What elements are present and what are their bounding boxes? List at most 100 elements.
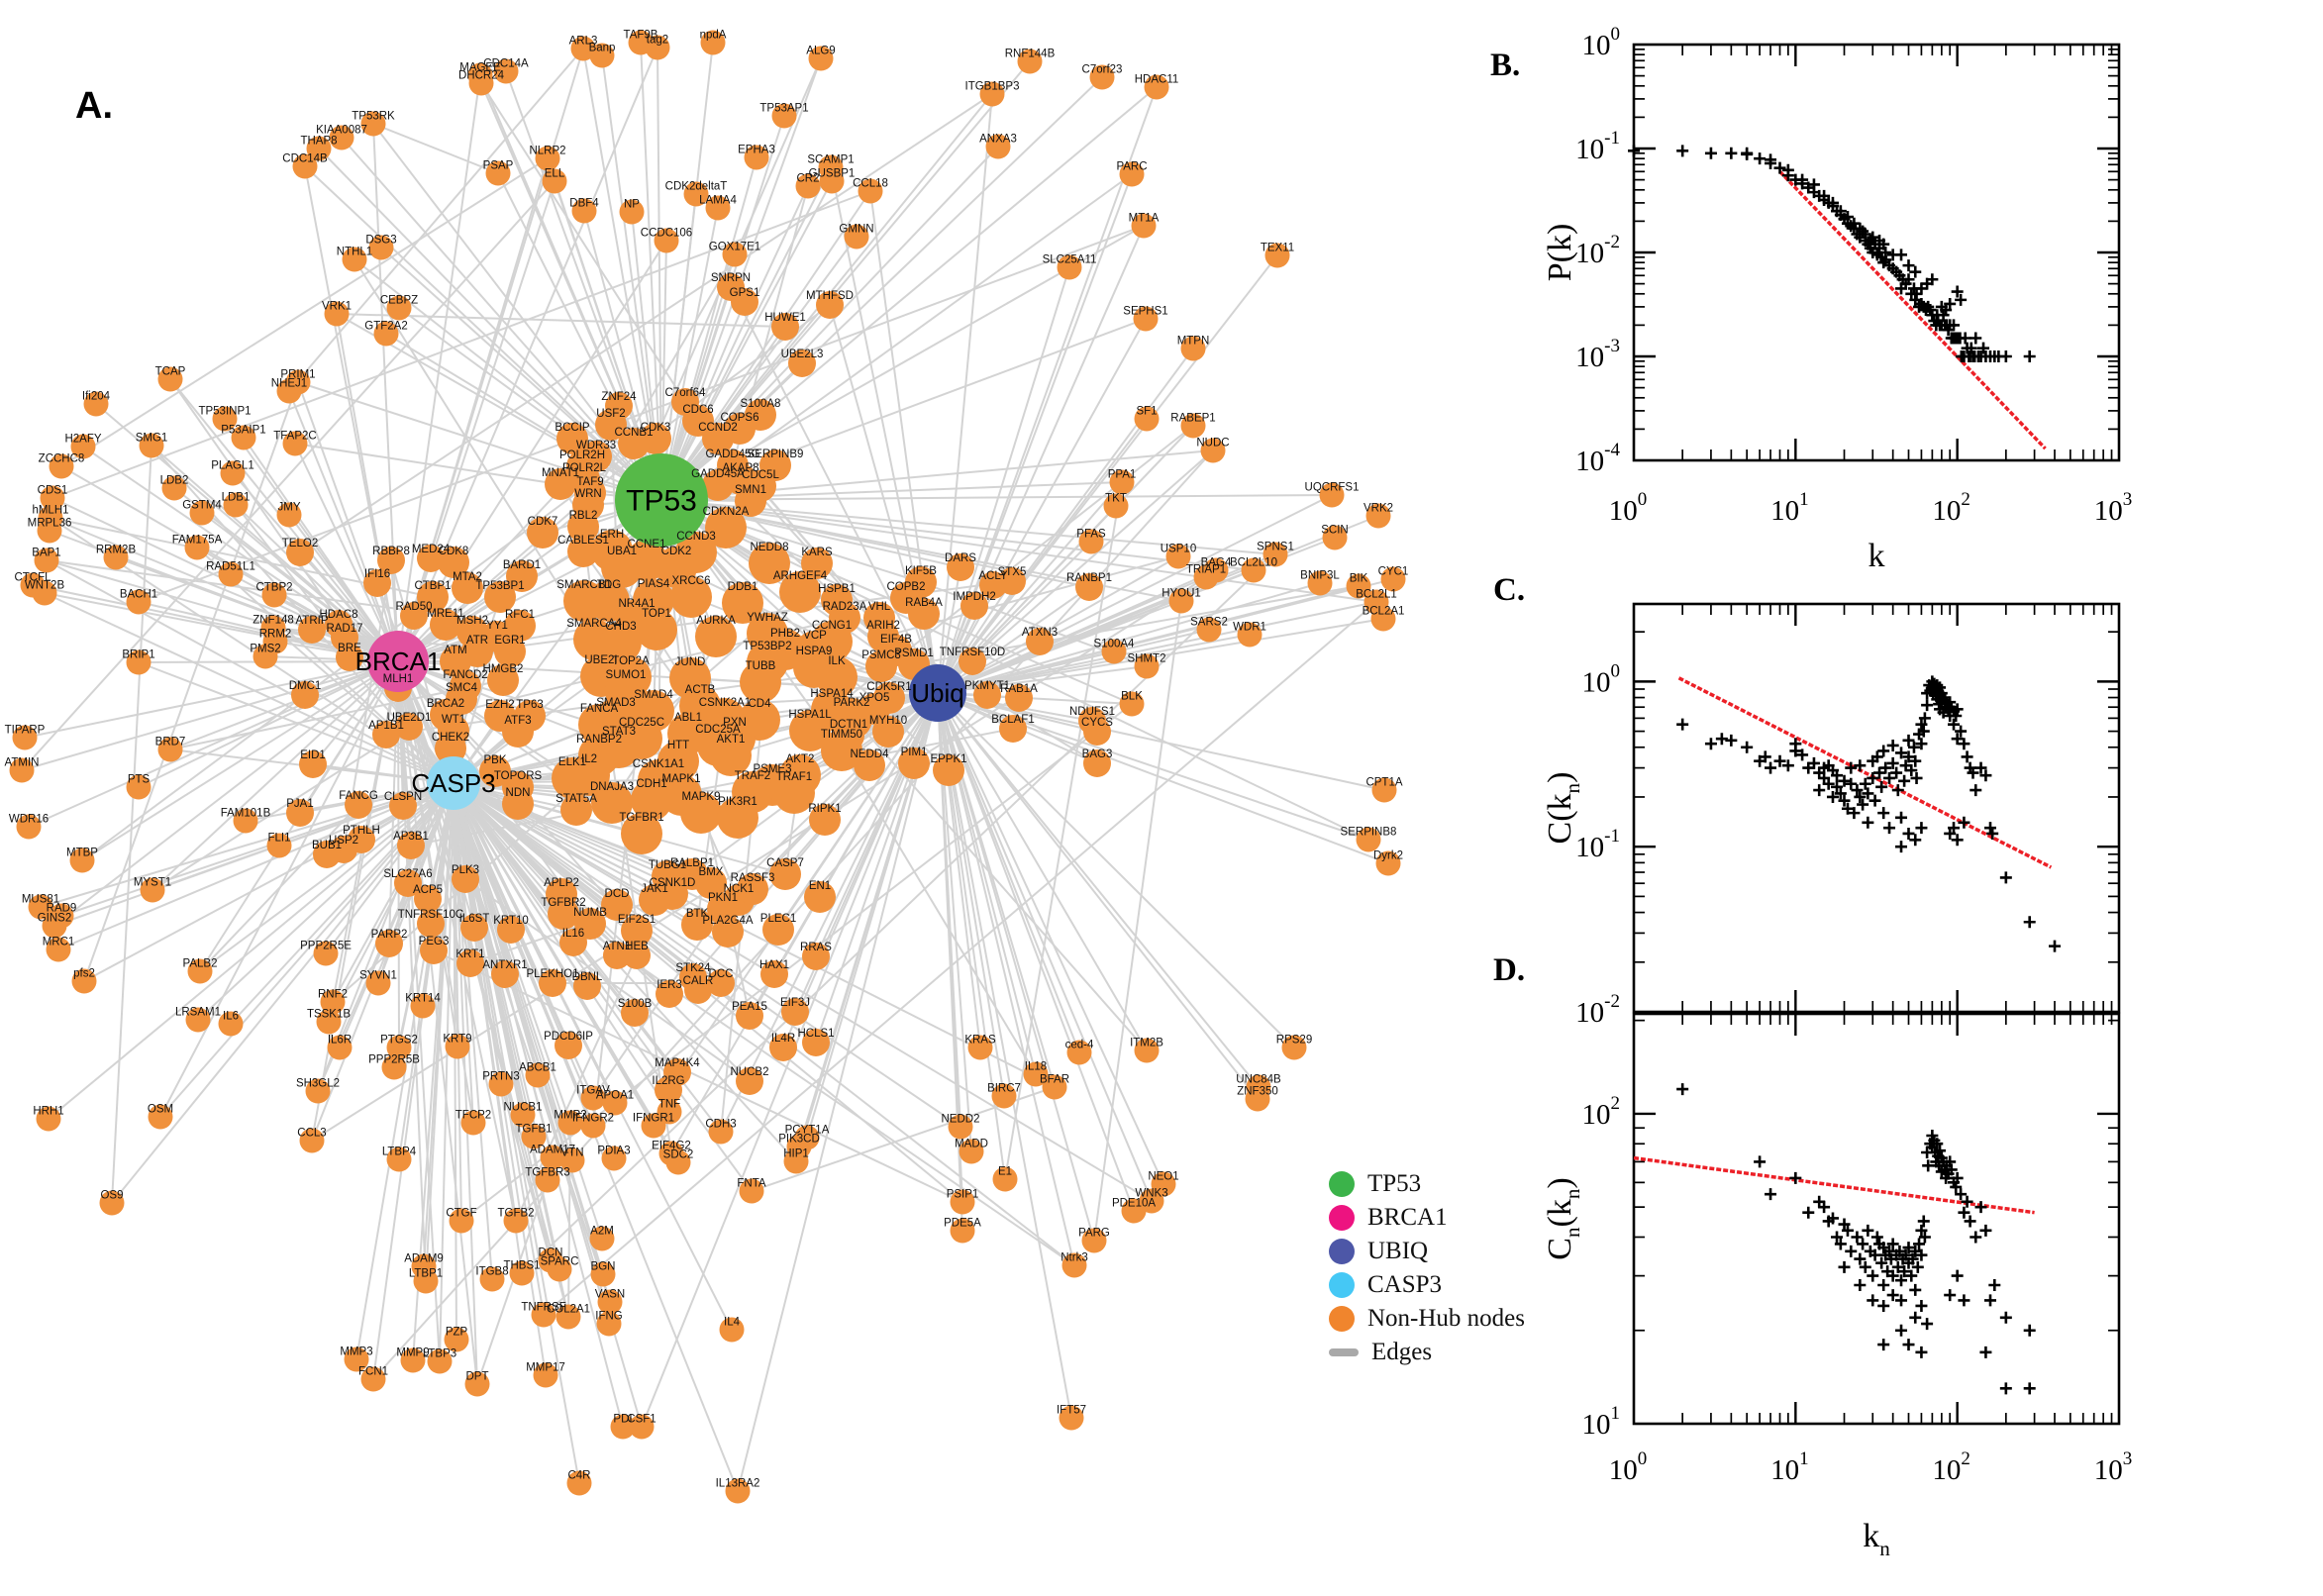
network-node-label: TFAP2C	[273, 431, 316, 443]
network-node	[960, 592, 988, 620]
network-node	[948, 1114, 973, 1140]
network-node-label: CYCS	[1081, 717, 1113, 729]
network-node-label: C7orf23	[1082, 64, 1123, 76]
network-node-label: ALG9	[806, 46, 835, 57]
network-node-label: BARD1	[503, 559, 541, 571]
network-node	[556, 423, 588, 454]
network-node	[479, 755, 511, 787]
network-node-label: PIK3CD	[778, 1134, 820, 1146]
network-node-label: HSPB1	[818, 583, 856, 595]
network-node-label: CABLES1	[557, 535, 609, 547]
network-node	[783, 1148, 809, 1174]
node-swatch-icon	[1329, 1205, 1355, 1231]
network-node	[618, 428, 650, 459]
network-node	[1144, 74, 1169, 100]
network-node-label: RANBP1	[1066, 572, 1112, 584]
network-node	[566, 1470, 592, 1496]
network-node	[28, 894, 53, 920]
network-node-label: MT1A	[1129, 213, 1160, 225]
network-node	[1165, 544, 1191, 569]
tick-label: 103	[2094, 1448, 2133, 1486]
network-node	[1134, 653, 1160, 679]
network-node	[736, 1067, 763, 1095]
tick-label: 100	[1609, 489, 1648, 527]
network-node	[184, 535, 210, 560]
network-node-label: CR2	[796, 173, 819, 185]
network-node	[400, 1347, 426, 1373]
network-node-label: HRH1	[33, 1106, 63, 1118]
network-node-label: CDH1	[636, 778, 666, 790]
network-node	[1264, 243, 1290, 268]
network-node-label: POLR2L	[562, 462, 607, 474]
network-node-label: SH3GL2	[296, 1078, 340, 1090]
network-node-label: SPARC	[541, 1256, 579, 1268]
network-node-label: ATR	[466, 635, 488, 647]
network-node-label: LDB2	[160, 475, 189, 487]
network-node-label: P53AIP1	[221, 425, 265, 437]
network-node-label: CYC1	[1378, 566, 1409, 578]
network-node	[821, 730, 862, 771]
network-node	[950, 1218, 975, 1244]
network-node-label: SMARCA4	[566, 618, 622, 630]
network-node-label: TSSK1B	[307, 1009, 351, 1021]
network-node-label: PDIA3	[597, 1146, 630, 1157]
network-node-label: MTA2	[453, 571, 482, 583]
network-node	[414, 885, 442, 913]
network-node	[313, 941, 339, 966]
network-node	[298, 616, 326, 644]
network-node-label: OSM	[148, 1104, 173, 1116]
network-node-label: DDB1	[728, 581, 758, 593]
network-node	[34, 548, 59, 573]
network-node	[70, 434, 96, 459]
network-node-label: KRT9	[443, 1034, 471, 1046]
network-node-label: ATM	[444, 645, 466, 656]
network-node	[1075, 573, 1103, 601]
tick-label: 102	[1932, 489, 1970, 527]
network-node	[1101, 639, 1127, 664]
network-node	[373, 321, 399, 347]
network-node-label: GADD45A	[691, 468, 745, 480]
network-node-label: PLEKHO1	[526, 968, 578, 980]
network-node	[360, 1366, 386, 1392]
network-node-label: PEA15	[732, 1001, 767, 1013]
network-node	[865, 650, 897, 682]
network-node-label: TFCP2	[455, 1110, 491, 1122]
network-node-label: CTCFL	[14, 572, 51, 584]
network-node-label: EIF4B	[880, 634, 912, 646]
network-node	[1180, 336, 1206, 361]
network-node	[444, 1327, 469, 1352]
network-node-label: EID1	[300, 749, 326, 761]
network-node-label: MYST1	[134, 877, 171, 889]
network-node-label: BRD7	[155, 737, 186, 748]
network-node-label: NLRP2	[529, 146, 565, 157]
network-node-label: ZCCHC8	[39, 453, 85, 465]
network-node	[675, 532, 717, 573]
network-node	[1083, 718, 1111, 746]
network-node-label: TRAF2	[735, 770, 770, 782]
tick-label: 101	[1582, 1403, 1621, 1441]
network-node	[126, 649, 152, 675]
network-node	[342, 247, 367, 272]
network-node-label: PTGS2	[380, 1035, 418, 1047]
network-node-label: STX5	[998, 566, 1027, 578]
network-node	[394, 869, 422, 897]
network-node	[460, 914, 488, 942]
network-node-label: IFNGR2	[572, 1113, 614, 1125]
network-node-label: TNFRSF	[521, 1302, 565, 1314]
network-node	[372, 721, 400, 748]
network-node-label: TRIAP1	[1186, 564, 1226, 576]
network-node-label: PRIM1	[280, 369, 315, 381]
network-node-label: HDAC11	[1135, 74, 1179, 86]
network-node	[1078, 529, 1104, 554]
network-node-label: TGFBR1	[619, 812, 663, 824]
network-node-label: UBE2I	[584, 654, 617, 666]
network-node-label: TOPORS	[494, 770, 543, 782]
tick-label: 10-1	[1575, 826, 1620, 863]
network-node	[959, 648, 986, 675]
network-node	[299, 750, 327, 778]
network-node	[360, 111, 386, 137]
network-node-label: SMARCB1	[556, 579, 612, 591]
network-node	[12, 725, 38, 750]
network-node-label: PARK2	[834, 697, 870, 709]
network-node-label: BNIP3L	[1300, 570, 1340, 582]
